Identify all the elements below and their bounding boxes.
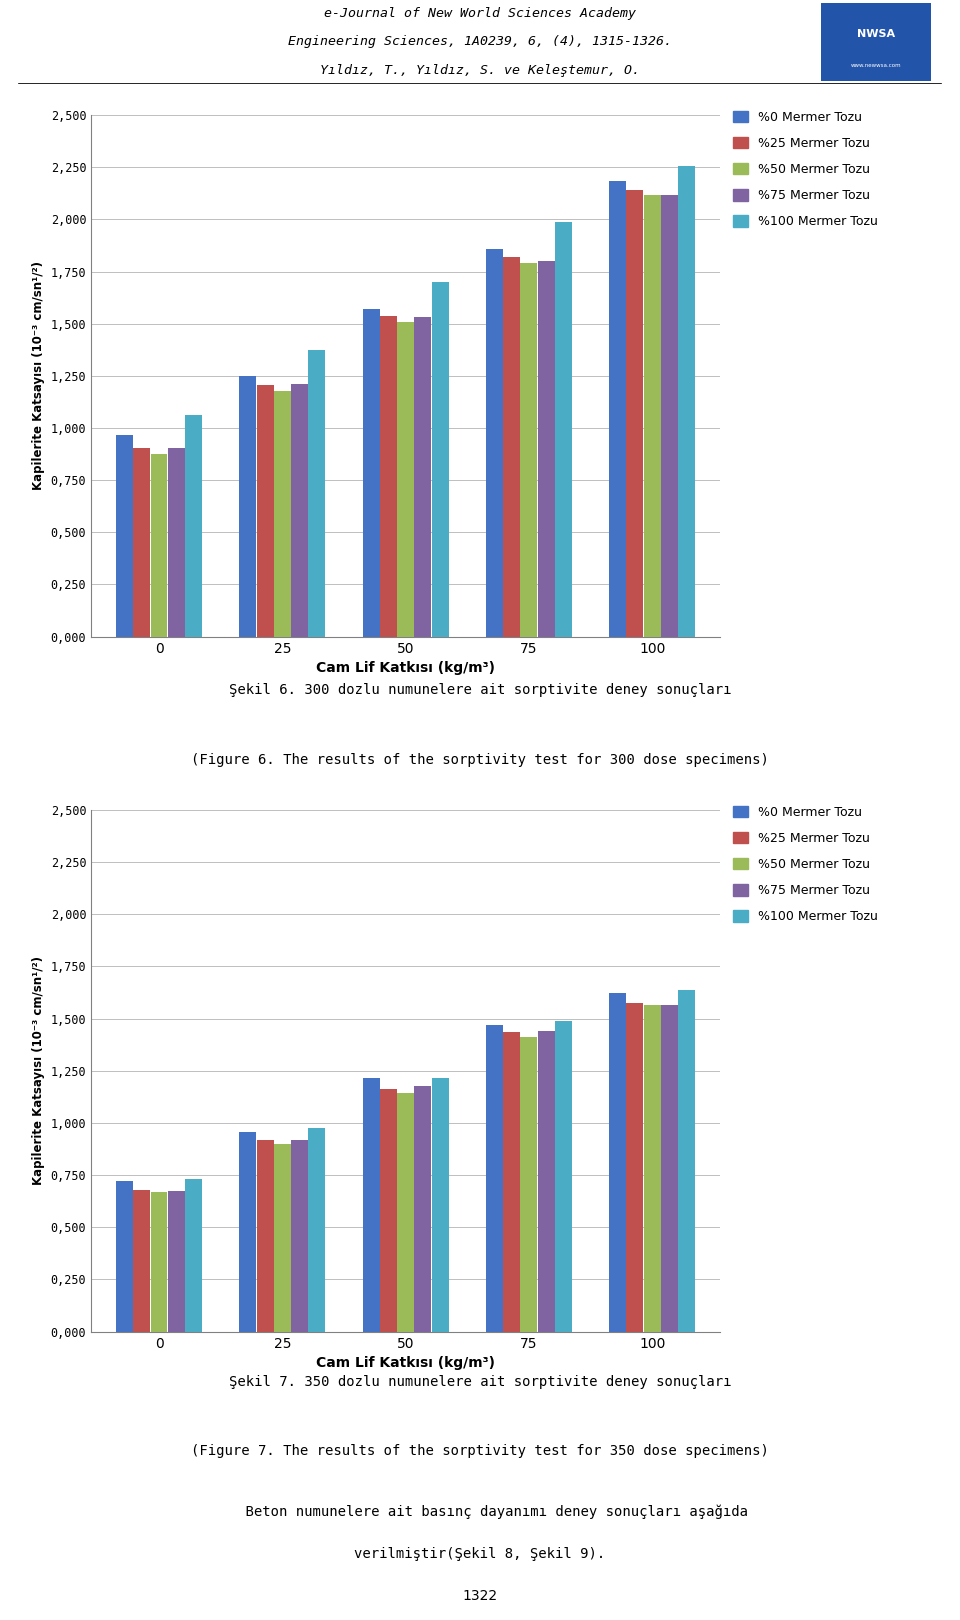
Bar [661,1004,678,1332]
Bar [308,350,325,637]
Text: Şekil 6. 300 dozlu numunelere ait sorptivite deney sonuçları: Şekil 6. 300 dozlu numunelere ait sorpti… [228,682,732,697]
Text: NWSA: NWSA [857,29,895,39]
Bar [679,167,695,637]
Bar [538,261,555,637]
Bar [432,282,448,637]
Bar [116,436,132,637]
Text: verilmiştir(Şekil 8, Şekil 9).: verilmiştir(Şekil 8, Şekil 9). [354,1547,606,1560]
Bar [308,1128,325,1332]
Bar [151,454,167,637]
Text: (Figure 6. The results of the sorptivity test for 300 dose specimens): (Figure 6. The results of the sorptivity… [191,753,769,766]
Bar [397,322,414,637]
Bar [555,1021,572,1332]
Bar [627,190,643,637]
Y-axis label: Kapilerite Katsayısı (10⁻³ cm/sn¹/²): Kapilerite Katsayısı (10⁻³ cm/sn¹/²) [32,261,45,491]
Bar [644,196,660,637]
Text: Engineering Sciences, 1A0239, 6, (4), 1315-1326.: Engineering Sciences, 1A0239, 6, (4), 13… [288,36,672,49]
Text: www.newwsa.com: www.newwsa.com [851,63,901,68]
Bar [239,376,256,637]
Text: Yıldız, T., Yıldız, S. ve Keleştemur, O.: Yıldız, T., Yıldız, S. ve Keleştemur, O. [320,65,640,78]
Bar [503,1032,520,1332]
Bar [538,1032,555,1332]
Bar [185,415,202,637]
Bar [486,248,503,637]
Bar [274,392,291,637]
Bar [168,447,184,637]
Bar [397,1094,414,1332]
Text: (Figure 7. The results of the sorptivity test for 350 dose specimens): (Figure 7. The results of the sorptivity… [191,1443,769,1458]
Bar [380,316,396,637]
Text: Şekil 7. 350 dozlu numunelere ait sorptivite deney sonuçları: Şekil 7. 350 dozlu numunelere ait sorpti… [228,1375,732,1390]
Bar [380,1089,396,1332]
Bar [415,318,431,637]
Bar [520,262,538,637]
Bar [555,222,572,637]
Bar [116,1181,132,1332]
Y-axis label: Kapilerite Katsayısı (10⁻³ cm/sn¹/²): Kapilerite Katsayısı (10⁻³ cm/sn¹/²) [32,956,45,1186]
Bar [291,1140,308,1332]
Bar [415,1087,431,1332]
Text: e-Journal of New World Sciences Academy: e-Journal of New World Sciences Academy [324,6,636,19]
Bar [256,386,274,637]
Bar [610,181,626,637]
Bar [363,309,379,637]
Bar [274,1144,291,1332]
X-axis label: Cam Lif Katkısı (kg/m³): Cam Lif Katkısı (kg/m³) [316,661,495,676]
Bar [133,1189,150,1332]
Bar [256,1140,274,1332]
Bar [185,1179,202,1332]
X-axis label: Cam Lif Katkısı (kg/m³): Cam Lif Katkısı (kg/m³) [316,1356,495,1371]
Bar [644,1004,660,1332]
Bar [520,1037,538,1332]
Bar [133,447,150,637]
Bar [239,1132,256,1332]
Bar [432,1079,448,1332]
Bar [503,258,520,637]
Legend: %0 Mermer Tozu, %25 Mermer Tozu, %50 Mermer Tozu, %75 Mermer Tozu, %100 Mermer T: %0 Mermer Tozu, %25 Mermer Tozu, %50 Mer… [732,805,877,923]
Bar [679,990,695,1332]
Text: Beton numunelere ait basınç dayanımı deney sonuçları aşağıda: Beton numunelere ait basınç dayanımı den… [212,1505,748,1518]
Bar [610,993,626,1332]
Bar [168,1191,184,1332]
Legend: %0 Mermer Tozu, %25 Mermer Tozu, %50 Mermer Tozu, %75 Mermer Tozu, %100 Mermer T: %0 Mermer Tozu, %25 Mermer Tozu, %50 Mer… [732,110,877,228]
Bar [661,196,678,637]
Bar [627,1003,643,1332]
Bar [291,384,308,637]
Bar [486,1025,503,1332]
Bar [151,1192,167,1332]
Text: 1322: 1322 [463,1589,497,1602]
Bar [363,1079,379,1332]
